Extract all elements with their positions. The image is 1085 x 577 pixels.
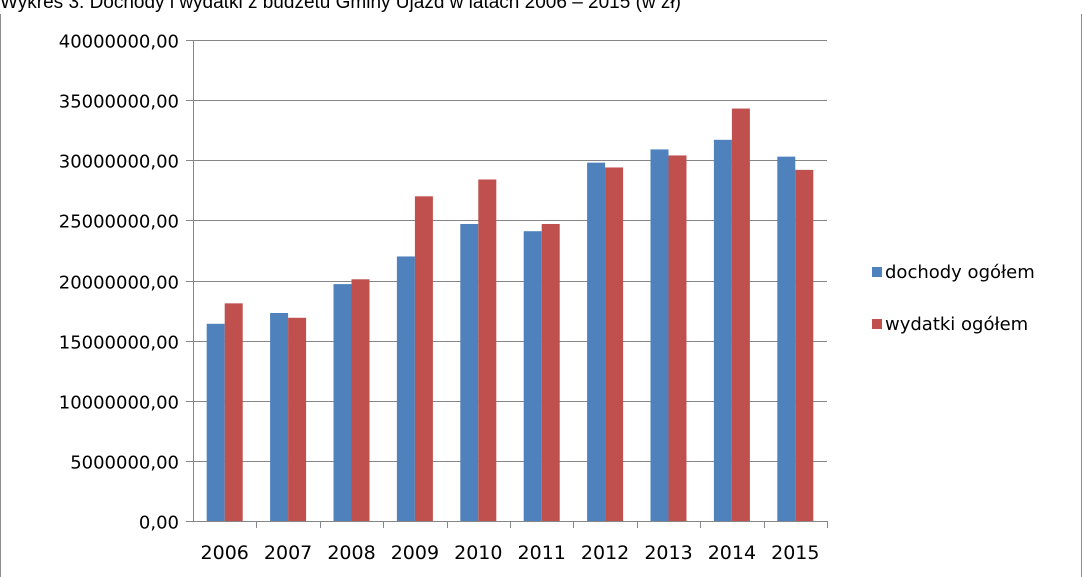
x-tick-label: 2008 [327, 542, 375, 564]
bar-dochody-ogółem-2013 [650, 149, 669, 522]
bar-dochody-ogółem-2012 [587, 162, 606, 521]
y-tick-label: 10000000,00 [59, 393, 179, 414]
bar-dochody-ogółem-2009 [396, 256, 415, 521]
bar-wydatki-ogółem-2008 [351, 279, 370, 521]
x-tick-label: 2012 [581, 542, 629, 564]
y-tick-label: 25000000,00 [59, 212, 179, 233]
chart-frame [0, 14, 1082, 577]
y-tick-label: 40000000,00 [59, 32, 179, 53]
bar-wydatki-ogółem-2014 [731, 108, 750, 521]
bar-wydatki-ogółem-2011 [541, 223, 560, 522]
x-axis-labels: 2006 2007 2008 2009 2010 2011 2012 2013 2014 2015 [201, 542, 820, 564]
x-tick-label: 2009 [391, 542, 439, 564]
bars [206, 108, 814, 522]
bar-wydatki-ogółem-2010 [478, 179, 497, 522]
bar-dochody-ogółem-2011 [523, 231, 542, 521]
bar-wydatki-ogółem-2012 [605, 167, 624, 521]
x-tick-label: 2013 [644, 542, 692, 564]
chart-title: Wykres 3. Dochody i wydatki z budżetu Gm… [0, 0, 681, 13]
legend-item: dochody ogółem [872, 262, 1035, 283]
bar-wydatki-ogółem-2007 [288, 317, 307, 521]
y-tick-label: 5000000,00 [70, 453, 179, 474]
y-tick-label: 15000000,00 [59, 333, 179, 354]
x-tick-label: 2014 [708, 542, 756, 564]
x-tick-label: 2011 [518, 542, 566, 564]
bar-dochody-ogółem-2010 [460, 223, 479, 522]
x-tick-label: 2007 [264, 542, 312, 564]
bar-dochody-ogółem-2008 [333, 284, 352, 521]
y-tick-label: 20000000,00 [59, 273, 179, 294]
legend-label: dochody ogółem [885, 262, 1035, 283]
x-tick-label: 2015 [771, 542, 819, 564]
y-tick-label: 0,00 [139, 513, 179, 534]
legend: dochody ogółem wydatki ogółem [872, 262, 1035, 335]
legend-swatch [872, 319, 882, 329]
bar-dochody-ogółem-2014 [713, 139, 732, 521]
bar-dochody-ogółem-2007 [270, 312, 289, 521]
bar-wydatki-ogółem-2006 [224, 303, 243, 521]
legend-item: wydatki ogółem [872, 314, 1028, 335]
x-tick-label: 2006 [201, 542, 249, 564]
x-tick-label: 2010 [454, 542, 502, 564]
bar-wydatki-ogółem-2015 [795, 169, 814, 521]
legend-label: wydatki ogółem [885, 314, 1028, 335]
bar-dochody-ogółem-2015 [777, 156, 796, 521]
bar-wydatki-ogółem-2013 [668, 155, 687, 521]
y-tick-label: 30000000,00 [59, 152, 179, 173]
bar-wydatki-ogółem-2009 [414, 196, 433, 521]
bar-dochody-ogółem-2006 [206, 323, 225, 521]
legend-swatch [872, 267, 882, 277]
y-axis-labels: 0,00 5000000,00 10000000,00 15000000,00 2000… [59, 32, 179, 534]
axes [186, 40, 828, 528]
y-tick-label: 35000000,00 [59, 92, 179, 113]
